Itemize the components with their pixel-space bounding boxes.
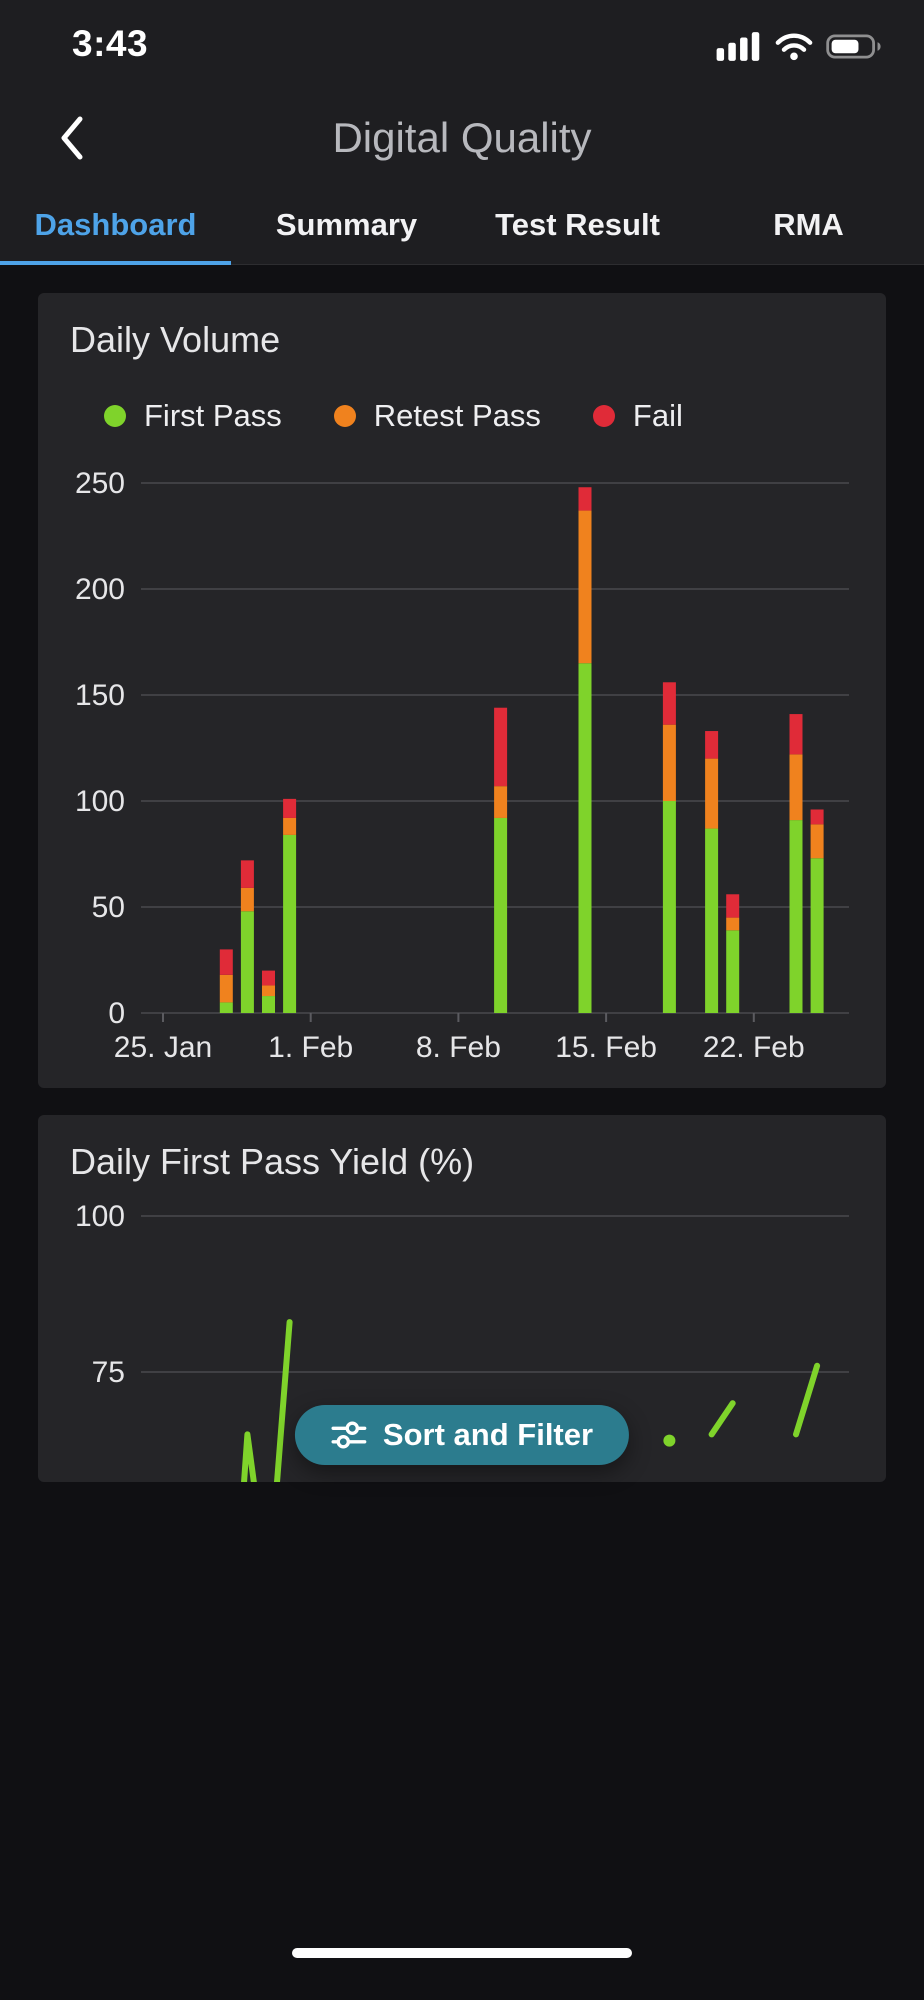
chevron-left-icon <box>61 116 83 160</box>
svg-text:15. Feb: 15. Feb <box>555 1031 657 1064</box>
daily-volume-title: Daily Volume <box>70 319 281 360</box>
status-icons <box>716 30 882 62</box>
svg-text:22. Feb: 22. Feb <box>703 1031 805 1064</box>
legend-label: First Pass <box>144 398 282 433</box>
status-time: 3:43 <box>72 23 149 64</box>
tab-label: Test Result <box>495 207 660 242</box>
wifi-icon <box>775 33 813 61</box>
svg-text:100: 100 <box>75 1200 125 1233</box>
svg-text:1. Feb: 1. Feb <box>268 1031 353 1064</box>
svg-text:0: 0 <box>108 997 125 1030</box>
daily-volume-card: Daily Volume First Pass Retest Pass Fail… <box>38 293 886 1088</box>
daily-yield-line-chart[interactable]: 75 100 <box>38 1115 886 1482</box>
tab-test-result[interactable]: Test Result <box>462 185 693 265</box>
legend-label: Retest Pass <box>373 398 541 433</box>
daily-volume-stacked-bar-chart[interactable]: 0 50 100 150 200 250 25. Jan 1. Feb 8. Feb 15. Fe… <box>38 443 886 1088</box>
retest-pass-dot-icon <box>333 405 356 427</box>
svg-text:200: 200 <box>75 573 125 606</box>
tune-sliders-icon <box>331 1421 367 1449</box>
tab-summary[interactable]: Summary <box>231 185 462 265</box>
status-bar: 3:43 <box>0 0 924 90</box>
svg-text:250: 250 <box>75 467 125 500</box>
back-button[interactable] <box>40 102 104 174</box>
tab-bar: Dashboard Summary Test Result RMA <box>0 185 924 265</box>
sort-and-filter-label: Sort and Filter <box>382 1417 594 1452</box>
nav-header: Digital Quality <box>0 90 924 185</box>
legend-item-first-pass: First Pass <box>104 398 282 434</box>
svg-text:50: 50 <box>92 891 125 924</box>
battery-icon <box>826 33 881 59</box>
svg-text:25. Jan: 25. Jan <box>114 1031 212 1064</box>
tab-label: Summary <box>275 207 418 242</box>
svg-text:150: 150 <box>75 679 125 712</box>
svg-text:8. Feb: 8. Feb <box>416 1031 501 1064</box>
tab-label: RMA <box>773 207 844 242</box>
tab-dashboard[interactable]: Dashboard <box>0 185 231 265</box>
tab-rma[interactable]: RMA <box>693 185 924 265</box>
top-zone: 3:43 <box>0 0 924 265</box>
cellular-signal-icon <box>716 32 760 61</box>
tab-label: Dashboard <box>34 207 197 242</box>
sort-and-filter-button[interactable]: Sort and Filter <box>294 1405 630 1465</box>
legend-item-retest-pass: Retest Pass <box>333 398 541 434</box>
chart-legend: First Pass Retest Pass Fail <box>104 398 683 434</box>
fail-dot-icon <box>592 405 615 427</box>
svg-text:75: 75 <box>92 1356 125 1389</box>
daily-first-pass-yield-card: Daily First Pass Yield (%) 75 100 <box>38 1115 886 1482</box>
home-indicator[interactable] <box>292 1948 632 1958</box>
legend-label: Fail <box>632 398 683 433</box>
svg-text:100: 100 <box>75 785 125 818</box>
first-pass-dot-icon <box>104 405 126 427</box>
legend-item-fail: Fail <box>592 398 683 434</box>
page-title: Digital Quality <box>332 114 592 161</box>
daily-yield-title: Daily First Pass Yield (%) <box>70 1141 475 1182</box>
